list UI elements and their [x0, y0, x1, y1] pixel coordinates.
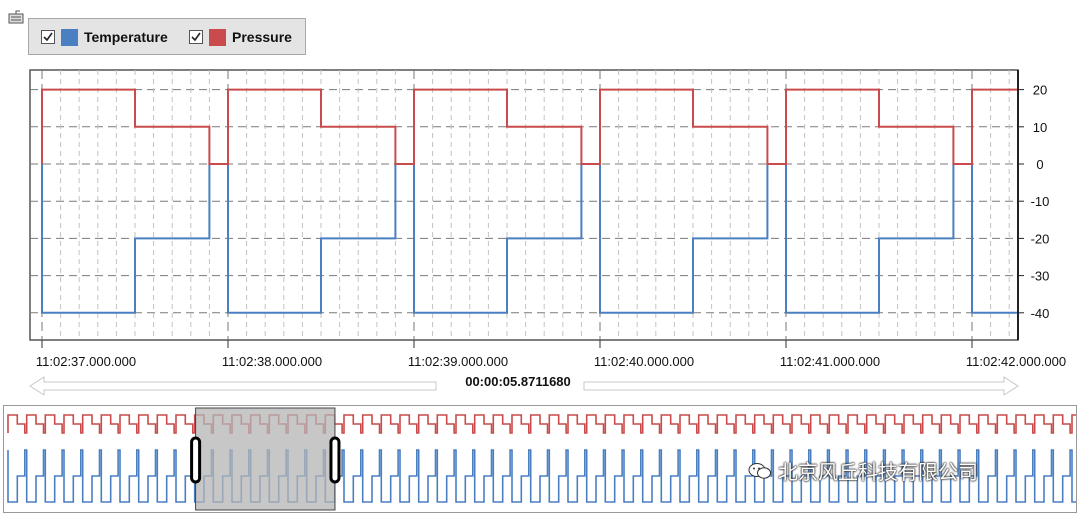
y-tick-label: 0 [1036, 157, 1043, 172]
overview-navigator[interactable] [3, 405, 1077, 513]
y-tick-label: 10 [1033, 120, 1047, 135]
pressure-checkbox[interactable] [189, 30, 203, 44]
pressure-label: Pressure [232, 29, 292, 45]
y-tick-label: -20 [1031, 231, 1050, 246]
temperature-checkbox[interactable] [41, 30, 55, 44]
x-tick-label: 11:02:39.000.000 [408, 354, 508, 369]
legend-item-temperature[interactable]: Temperature [41, 28, 168, 46]
scroll-left-arrow[interactable] [29, 376, 437, 396]
visible-duration: 00:00:05.8711680 [465, 374, 571, 389]
time-scrollbar[interactable] [29, 376, 1019, 396]
navigator-line-pressure [7, 414, 1076, 434]
y-tick-label: -30 [1031, 269, 1050, 284]
temperature-swatch [61, 28, 78, 46]
watermark: 北京风丘科技有限公司 [748, 456, 978, 485]
legend-item-pressure[interactable]: Pressure [189, 28, 292, 46]
x-tick-label: 11:02:42.000.000 [966, 354, 1066, 369]
y-axis: 20 10 0 -10 -20 -30 -40 [1017, 70, 1050, 340]
pressure-swatch [209, 28, 226, 46]
scroll-right-arrow[interactable] [583, 376, 1019, 396]
x-tick-label: 11:02:41.000.000 [780, 354, 880, 369]
chart-settings-icon[interactable] [8, 10, 24, 24]
y-tick-label: -10 [1031, 194, 1050, 209]
y-tick-label: -40 [1031, 306, 1050, 321]
wechat-icon [748, 462, 771, 479]
series-line-pressure [41, 88, 1019, 165]
x-tick-label: 11:02:40.000.000 [594, 354, 694, 369]
plot-area [29, 69, 1019, 341]
navigator-selection[interactable] [190, 407, 341, 511]
navigator-selection-window[interactable] [195, 407, 336, 511]
navigator-left-handle[interactable] [190, 436, 202, 484]
x-tick-label: 11:02:38.000.000 [222, 354, 322, 369]
temperature-label: Temperature [84, 29, 168, 45]
x-tick-label: 11:02:37.000.000 [36, 354, 136, 369]
y-tick-label: 20 [1033, 83, 1047, 98]
series [41, 88, 1019, 314]
navigator-right-handle[interactable] [329, 436, 341, 484]
chart-legend: Temperature Pressure [28, 18, 306, 55]
watermark-text: 北京风丘科技有限公司 [778, 460, 978, 484]
x-axis: 11:02:37.000.000 11:02:38.000.000 11:02:39… [36, 340, 1066, 369]
